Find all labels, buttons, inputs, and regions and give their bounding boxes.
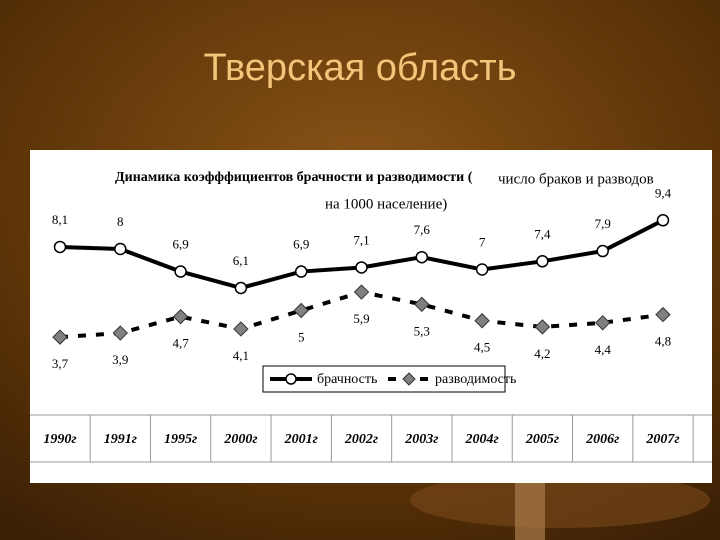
data-label: 4,2 <box>534 346 550 361</box>
data-label: 7 <box>479 234 486 249</box>
data-label: 4,1 <box>233 348 249 363</box>
data-label: 7,1 <box>353 232 369 247</box>
data-point <box>415 250 429 264</box>
data-point <box>655 306 671 323</box>
data-label: 5,3 <box>414 323 430 338</box>
x-tick-label: 2001г <box>284 432 318 447</box>
x-tick-label: 2000г <box>223 432 257 447</box>
data-point <box>52 329 68 345</box>
data-point <box>656 214 670 227</box>
x-tick-label: 2002г <box>344 432 378 447</box>
decor <box>410 472 710 528</box>
data-label: 4,5 <box>474 340 490 355</box>
x-tick-label: 2007г <box>645 432 679 447</box>
chart-title-line: Динамика коэфффициентов брачности и разв… <box>115 170 473 185</box>
data-point <box>534 319 551 335</box>
x-tick-label: 2005г <box>525 432 559 447</box>
data-point <box>293 302 309 319</box>
data-point <box>475 263 489 276</box>
legend-marker <box>285 373 297 385</box>
data-label: 8,1 <box>52 212 68 227</box>
x-tick-label: 1991г <box>104 432 137 447</box>
data-label: 8 <box>117 214 124 229</box>
data-label: 6,1 <box>233 253 249 268</box>
chart-title: Динамика коэфффициентов брачности и разв… <box>115 170 654 212</box>
data-point <box>172 308 189 325</box>
data-label: 3,9 <box>112 352 128 367</box>
data-point <box>112 325 129 341</box>
data-label: 4,4 <box>595 342 612 357</box>
data-point <box>53 240 67 254</box>
data-point <box>536 255 549 268</box>
data-label: 7,6 <box>414 222 431 237</box>
x-tick-label: 2006г <box>585 432 619 447</box>
data-label: 4,8 <box>655 334 671 349</box>
legend-label: разводимость <box>435 372 516 387</box>
data-point <box>114 242 127 256</box>
data-point <box>294 265 308 278</box>
data-label: 5 <box>298 329 305 344</box>
chart-panel <box>30 150 712 483</box>
x-tick-label: 2003г <box>404 432 438 447</box>
data-point <box>594 315 611 331</box>
data-label: 6,9 <box>172 237 188 252</box>
legend-label: брачность <box>317 372 377 387</box>
legend-marker <box>402 372 416 386</box>
data-point <box>234 281 248 295</box>
data-label: 6,9 <box>293 237 309 252</box>
data-label: 5,9 <box>353 311 369 326</box>
x-tick-label: 1990г <box>43 432 76 447</box>
data-point <box>596 244 609 258</box>
data-point <box>174 265 187 278</box>
x-tick-label: 1995г <box>164 432 197 447</box>
data-label: 7,4 <box>534 226 551 241</box>
chart-title-line: число браков и разводов <box>498 171 654 187</box>
data-point <box>355 261 368 274</box>
data-label: 7,9 <box>595 216 611 231</box>
data-point <box>474 313 490 329</box>
x-tick-label: 2004г <box>465 432 499 447</box>
data-point <box>414 296 430 313</box>
slide-title: Тверская область <box>204 47 517 89</box>
chart-title-line: на 1000 население) <box>325 196 447 212</box>
data-point <box>353 284 370 300</box>
data-label: 3,7 <box>52 356 69 371</box>
data-label: 9,4 <box>655 185 672 200</box>
data-label: 4,7 <box>172 336 189 351</box>
data-point <box>233 321 249 337</box>
